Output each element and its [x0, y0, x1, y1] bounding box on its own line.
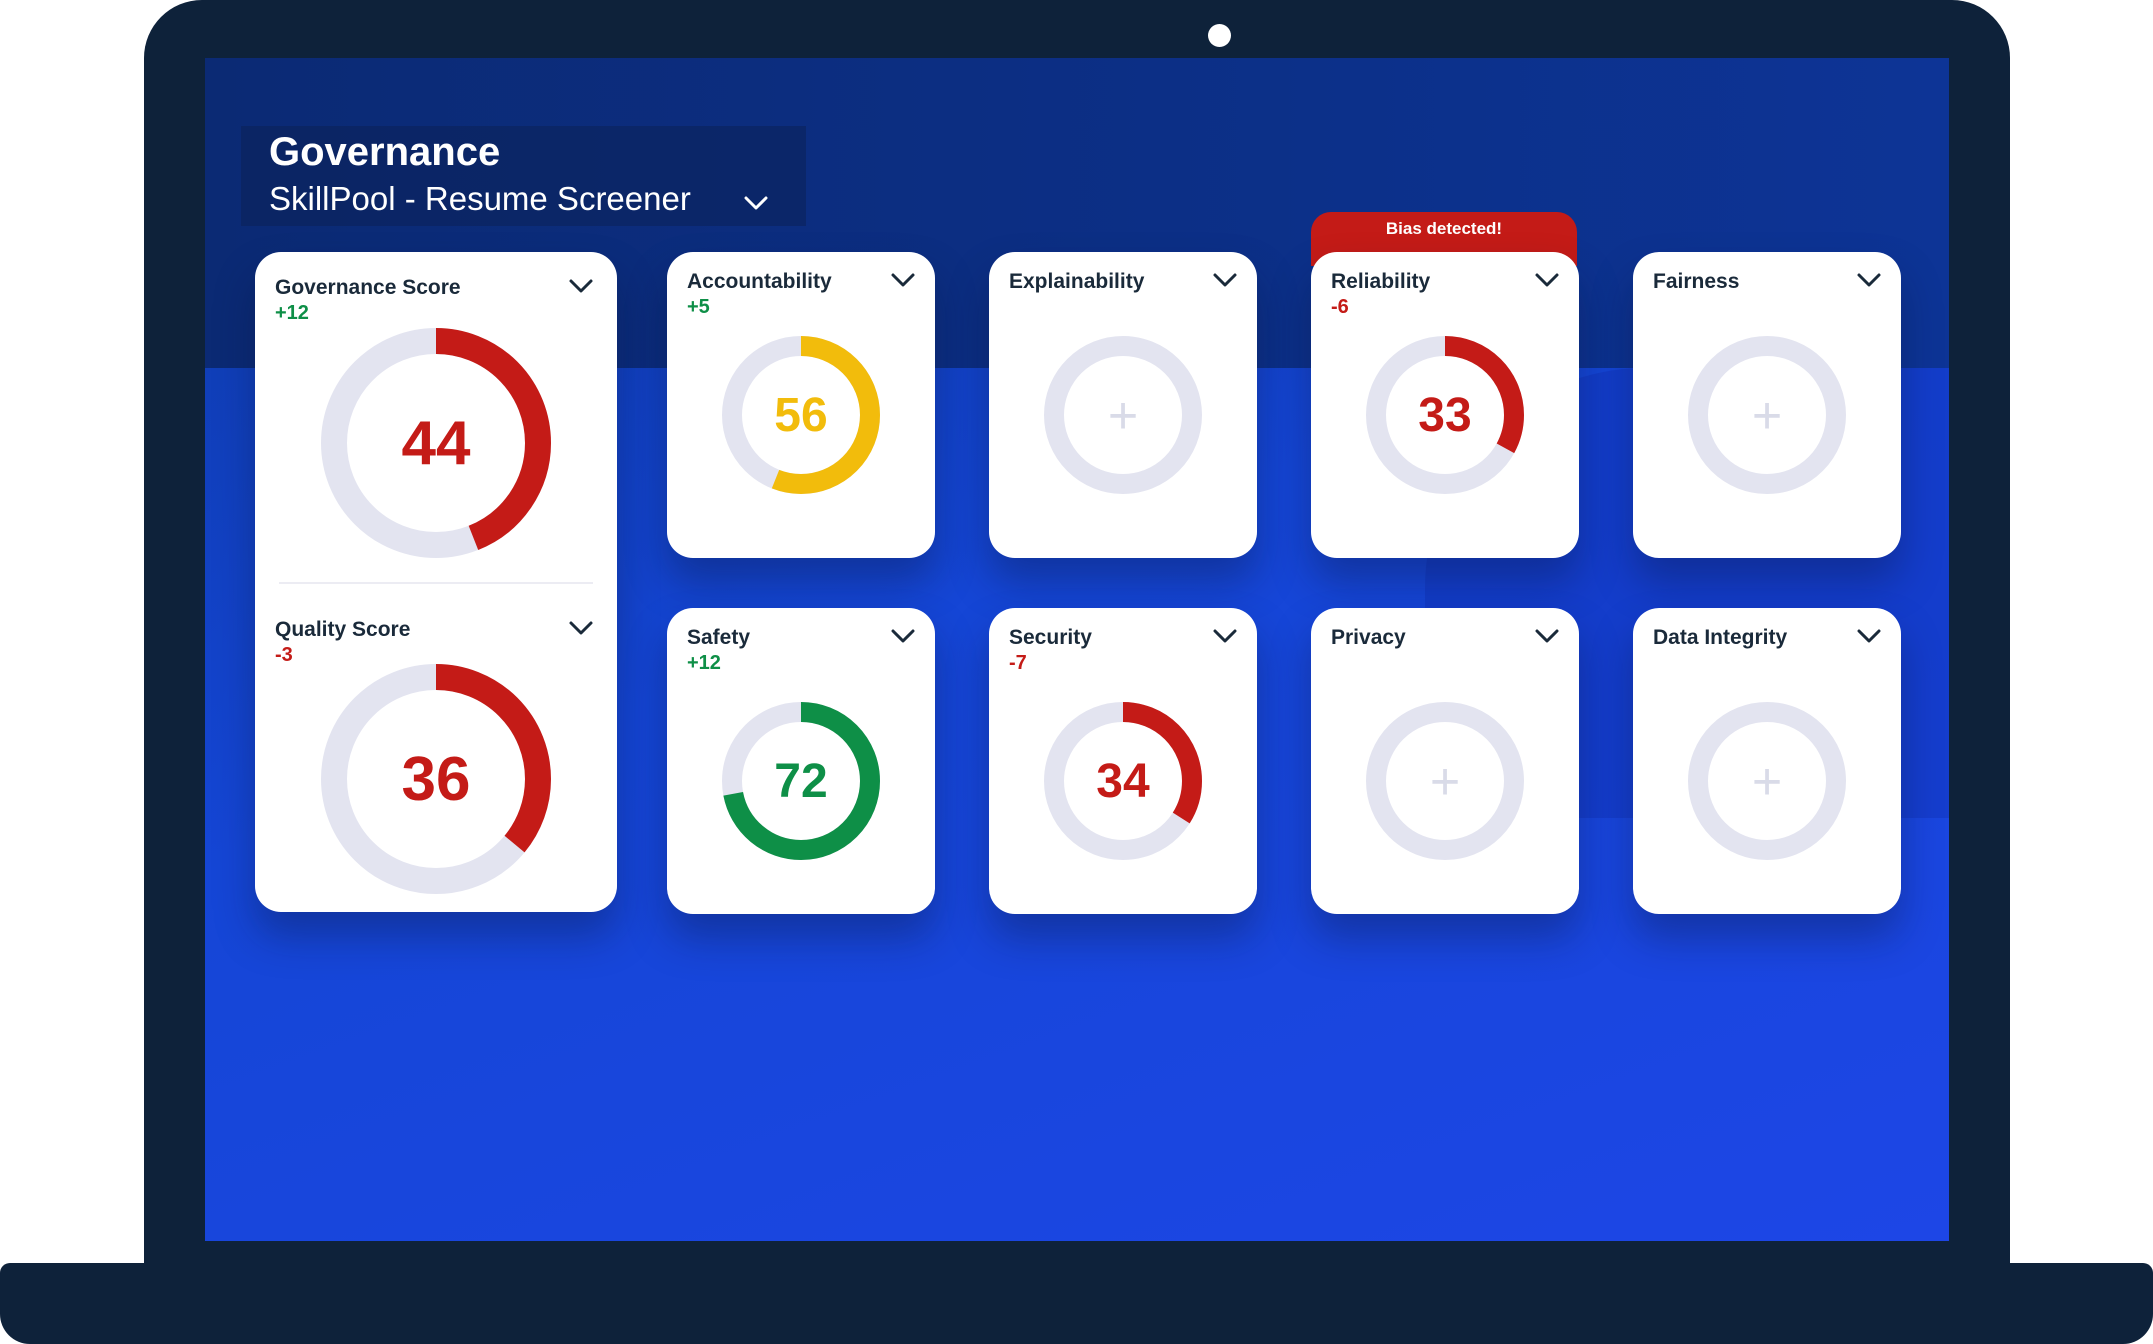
plus-icon[interactable]: + [1429, 753, 1461, 811]
gauge-svg [1044, 702, 1202, 860]
gauge-track [1366, 702, 1524, 860]
chevron-down-icon[interactable] [567, 272, 595, 300]
camera-dot [1208, 24, 1231, 47]
governance-score-value: 44 [401, 409, 471, 478]
governance-score-title: Governance Score [275, 276, 461, 299]
gauge-progress-arc [1044, 702, 1202, 860]
category-delta: +12 [687, 652, 721, 674]
gauge-svg [1366, 336, 1524, 494]
governance-score-gauge [321, 328, 551, 558]
gauge-progress-arc [321, 328, 551, 558]
category-card-explainability[interactable]: Explainability + [989, 252, 1257, 558]
empty-gauge [1044, 336, 1202, 494]
gauge-svg [1366, 702, 1524, 860]
project-selector[interactable]: SkillPool - Resume Screener [269, 180, 691, 217]
category-delta: +5 [687, 296, 710, 318]
category-value: 72 [774, 755, 828, 808]
divider [279, 582, 593, 584]
quality-score-delta: -3 [275, 644, 293, 666]
gauge-progress-arc [1366, 336, 1524, 494]
category-delta: -6 [1331, 296, 1349, 318]
gauge-progress-arc [321, 664, 551, 894]
plus-icon[interactable]: + [1751, 753, 1783, 811]
chevron-down-icon[interactable] [1533, 266, 1561, 294]
gauge-track [1688, 702, 1846, 860]
category-title: Data Integrity [1653, 626, 1788, 649]
gauge-svg [1688, 702, 1846, 860]
category-card-privacy[interactable]: Privacy + [1311, 608, 1579, 914]
gauge-svg [722, 702, 880, 860]
governance-score-delta: +12 [275, 302, 309, 324]
gauge-progress-arc [722, 702, 880, 860]
plus-icon[interactable]: + [1751, 387, 1783, 445]
quality-score-title: Quality Score [275, 618, 411, 641]
chevron-down-icon[interactable] [889, 622, 917, 650]
category-title: Accountability [687, 270, 832, 293]
gauge-svg [1044, 336, 1202, 494]
chevron-down-icon[interactable] [1533, 622, 1561, 650]
laptop-base [0, 1263, 2153, 1344]
category-card-fairness[interactable]: Fairness + [1633, 252, 1901, 558]
category-value: 33 [1418, 389, 1472, 442]
category-title: Explainability [1009, 270, 1145, 293]
chevron-down-icon[interactable] [1211, 266, 1239, 294]
chevron-down-icon[interactable] [1855, 266, 1883, 294]
category-card-security[interactable]: Security -7 34 [989, 608, 1257, 914]
gauge-svg [1688, 336, 1846, 494]
chevron-down-icon[interactable] [1855, 622, 1883, 650]
quality-score-value: 36 [401, 745, 471, 814]
category-gauge [722, 336, 880, 494]
gauge-track [1688, 336, 1846, 494]
category-title: Fairness [1653, 270, 1740, 293]
category-gauge [1366, 336, 1524, 494]
empty-gauge [1366, 702, 1524, 860]
quality-score-gauge [321, 664, 551, 894]
category-delta: -7 [1009, 652, 1027, 674]
empty-gauge [1688, 336, 1846, 494]
chevron-down-icon[interactable] [1211, 622, 1239, 650]
gauge-progress-arc [722, 336, 880, 494]
category-title: Privacy [1331, 626, 1406, 649]
category-card-safety[interactable]: Safety +12 72 [667, 608, 935, 914]
category-card-reliability[interactable]: Reliability -6 33 [1311, 252, 1579, 558]
chevron-down-icon[interactable] [889, 266, 917, 294]
category-title: Reliability [1331, 270, 1431, 293]
chevron-down-icon[interactable] [741, 188, 771, 218]
category-title: Safety [687, 626, 751, 649]
category-title: Security [1009, 626, 1092, 649]
summary-card: Governance Score +12 44 Quality Score -3… [255, 252, 617, 912]
header-panel [241, 126, 806, 226]
page-title: Governance [269, 130, 501, 174]
plus-icon[interactable]: + [1107, 387, 1139, 445]
category-gauge [1044, 702, 1202, 860]
chevron-down-icon[interactable] [567, 614, 595, 642]
empty-gauge [1688, 702, 1846, 860]
gauge-svg [321, 664, 551, 894]
category-gauge [722, 702, 880, 860]
gauge-svg [722, 336, 880, 494]
category-value: 56 [774, 389, 828, 442]
category-card-data-integrity[interactable]: Data Integrity + [1633, 608, 1901, 914]
category-card-accountability[interactable]: Accountability +5 56 [667, 252, 935, 558]
gauge-track [1044, 336, 1202, 494]
gauge-svg [321, 328, 551, 558]
category-value: 34 [1096, 755, 1150, 808]
app-screen: Governance SkillPool - Resume Screener G… [205, 58, 1949, 1241]
